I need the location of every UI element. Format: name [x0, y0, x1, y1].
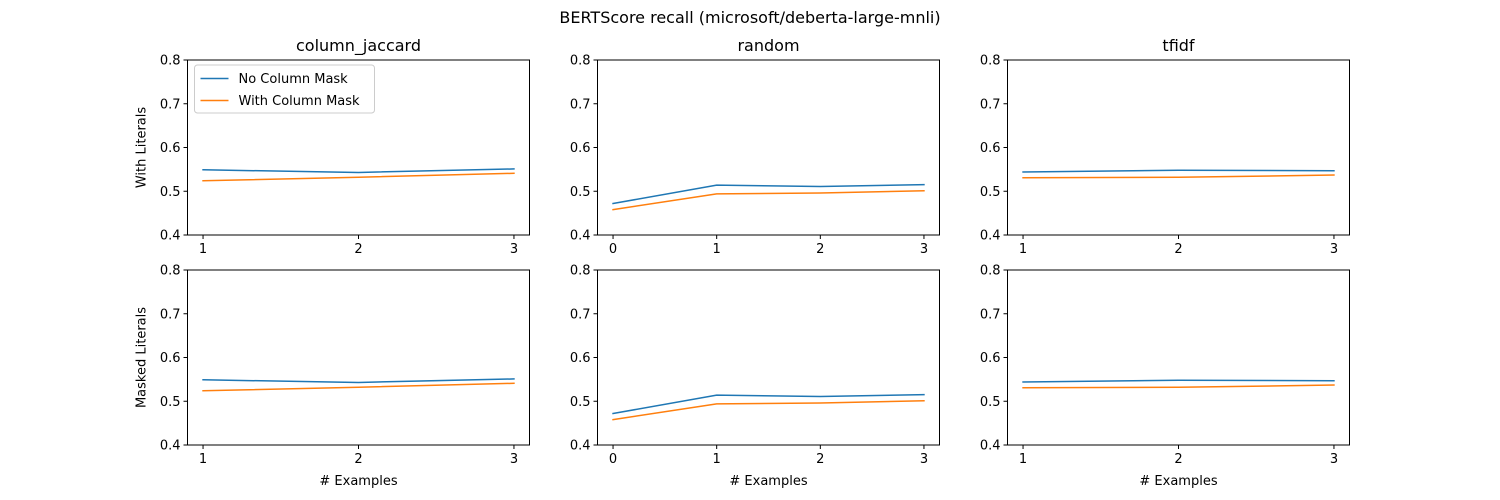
subplot-title: tfidf	[1162, 36, 1195, 55]
y-tick-label: 0.8	[570, 54, 591, 69]
x-tick-label: 3	[1330, 452, 1338, 467]
y-tick-label: 0.7	[160, 307, 181, 322]
y-tick-label: 0.8	[160, 264, 181, 279]
x-tick-label: 3	[920, 242, 928, 257]
x-tick-label: 0	[609, 452, 617, 467]
x-tick-label: 1	[713, 452, 721, 467]
y-axis-label: Masked Literals	[135, 307, 150, 408]
y-tick-label: 0.7	[980, 307, 1001, 322]
y-tick-label: 0.7	[570, 97, 591, 112]
y-tick-label: 0.5	[570, 185, 591, 200]
y-tick-label: 0.5	[570, 395, 591, 410]
series-line-with-column-mask	[202, 382, 515, 392]
subplot-3: 0.4 0.5 0.6 0.7 0.8 1 2 3 tfidf	[980, 36, 1350, 257]
y-axis-label: With Literals	[135, 107, 150, 189]
x-tick-label: 3	[510, 242, 518, 257]
y-tick-label: 0.6	[980, 141, 1001, 156]
x-tick-label: 2	[1174, 452, 1182, 467]
y-tick-label: 0.5	[160, 395, 181, 410]
series-line-no-column-mask	[202, 378, 515, 384]
x-tick-label: 2	[816, 452, 824, 467]
x-tick-label: 3	[920, 452, 928, 467]
y-tick-label: 0.6	[570, 351, 591, 366]
x-tick-label: 0	[609, 242, 617, 257]
figure-suptitle: BERTScore recall (microsoft/deberta-larg…	[559, 8, 940, 27]
y-tick-label: 0.4	[570, 439, 591, 454]
series-line-with-column-mask	[202, 172, 515, 182]
series-line-with-column-mask	[612, 190, 925, 211]
y-tick-label: 0.8	[980, 264, 1001, 279]
x-tick-label: 2	[354, 242, 362, 257]
subplot-4: 0.4 0.5 0.6 0.7 0.8 1 2 3 # Examples Masked Liter…	[135, 264, 530, 489]
legend-label: With Column Mask	[239, 94, 361, 109]
y-tick-label: 0.6	[980, 351, 1001, 366]
subplot-2: 0.4 0.5 0.6 0.7 0.8 0 1 2 3 random	[570, 36, 940, 257]
x-tick-label: 2	[816, 242, 824, 257]
series-line-no-column-mask	[202, 168, 515, 174]
subplot-grid: 0.4 0.5 0.6 0.7 0.8 1 2 3 column_jaccard With Lit…	[135, 36, 1350, 489]
y-tick-label: 0.6	[570, 141, 591, 156]
subplot-1: 0.4 0.5 0.6 0.7 0.8 1 2 3 column_jaccard With Lit…	[135, 36, 530, 257]
subplot-title: column_jaccard	[296, 36, 421, 56]
y-tick-label: 0.4	[160, 229, 181, 244]
y-tick-label: 0.4	[980, 439, 1001, 454]
series-line-with-column-mask	[612, 400, 925, 421]
x-axis-label: # Examples	[319, 474, 397, 489]
y-tick-label: 0.4	[160, 439, 181, 454]
series-line-with-column-mask	[1022, 174, 1335, 179]
x-tick-label: 2	[354, 452, 362, 467]
series-line-with-column-mask	[1022, 384, 1335, 389]
series-line-no-column-mask	[612, 183, 925, 205]
y-tick-label: 0.6	[160, 351, 181, 366]
y-tick-label: 0.7	[570, 307, 591, 322]
x-tick-label: 1	[1019, 452, 1027, 467]
legend: No Column Mask With Column Mask	[194, 64, 375, 114]
y-tick-label: 0.5	[160, 185, 181, 200]
x-axis-label: # Examples	[729, 474, 807, 489]
x-tick-label: 1	[199, 242, 207, 257]
x-axis-label: # Examples	[1139, 474, 1217, 489]
y-tick-label: 0.4	[980, 229, 1001, 244]
y-tick-label: 0.8	[980, 54, 1001, 69]
y-tick-label: 0.5	[980, 395, 1001, 410]
x-tick-label: 2	[1174, 242, 1182, 257]
y-tick-label: 0.4	[570, 229, 591, 244]
y-tick-label: 0.7	[160, 97, 181, 112]
y-tick-label: 0.8	[570, 264, 591, 279]
y-tick-label: 0.7	[980, 97, 1001, 112]
y-tick-label: 0.8	[160, 54, 181, 69]
legend-box	[194, 64, 375, 114]
x-tick-label: 3	[510, 452, 518, 467]
y-tick-label: 0.5	[980, 185, 1001, 200]
series-line-no-column-mask	[1022, 379, 1335, 383]
x-tick-label: 1	[1019, 242, 1027, 257]
x-tick-label: 1	[199, 452, 207, 467]
subplot-title: random	[737, 36, 799, 55]
y-tick-label: 0.6	[160, 141, 181, 156]
subplot-5: 0.4 0.5 0.6 0.7 0.8 0 1 2 3 # Examples	[570, 264, 940, 489]
series-line-no-column-mask	[1022, 169, 1335, 173]
legend-label: No Column Mask	[239, 72, 349, 87]
series-line-no-column-mask	[612, 393, 925, 415]
x-tick-label: 1	[713, 242, 721, 257]
x-tick-label: 3	[1330, 242, 1338, 257]
subplot-6: 0.4 0.5 0.6 0.7 0.8 1 2 3 # Examples	[980, 264, 1350, 489]
